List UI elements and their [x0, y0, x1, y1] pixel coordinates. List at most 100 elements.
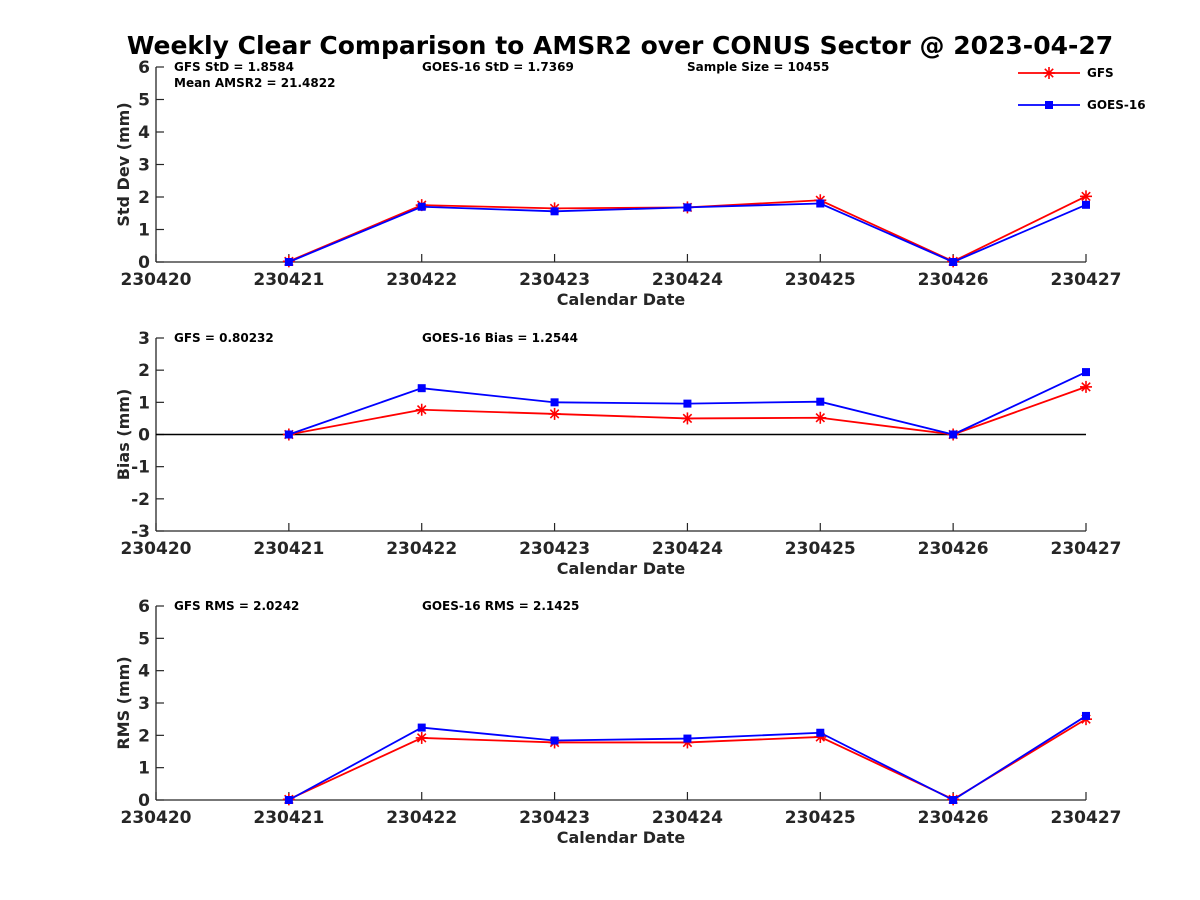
data-point: [417, 202, 426, 211]
data-point: [683, 399, 692, 408]
x-tick-label: 230424: [652, 808, 723, 828]
x-tick-label: 230422: [386, 539, 457, 559]
legend-item-goes-16: GOES-16: [1018, 98, 1146, 112]
data-point: [284, 430, 293, 439]
chart-panel-3: 0 1 2 3 4 5 6 230420 230421 230422 230423 230424 230…: [114, 597, 1121, 847]
series-line: [288, 715, 1087, 802]
data-point: [1082, 368, 1090, 377]
y-tick-label: 3: [138, 694, 150, 714]
y-tick-label: -3: [131, 522, 150, 542]
legend-label: GFS: [1087, 66, 1114, 80]
data-point: [816, 397, 825, 406]
x-tick-label: 230425: [785, 808, 856, 828]
x-tick-label: 230420: [121, 539, 192, 559]
y-tick-label: 5: [138, 629, 150, 649]
x-tick-label: 230420: [121, 270, 192, 290]
chart-panel-2: -3 -2 -1 0 1 2 3 230420 230421 230422 230423 230424…: [114, 329, 1121, 578]
data-point: [683, 203, 692, 212]
y-tick-label: 6: [138, 58, 150, 78]
series-goes-16: [284, 711, 1090, 804]
data-point: [417, 384, 426, 393]
data-point: [1082, 200, 1090, 209]
stat-annotation: GFS RMS = 2.0242: [174, 599, 299, 613]
stat-annotation: GOES-16 StD = 1.7369: [422, 60, 574, 74]
y-tick-label: -1: [131, 458, 150, 478]
legend-label: GOES-16: [1087, 98, 1146, 112]
x-tick-label: 230423: [519, 808, 590, 828]
y-tick-label: 1: [138, 759, 150, 779]
legend-marker: [1045, 101, 1053, 109]
data-point: [1082, 711, 1090, 720]
y-tick-label: 2: [138, 361, 150, 381]
data-point: [417, 723, 426, 732]
y-tick-label: 0: [138, 253, 150, 273]
series-gfs: [282, 713, 1092, 806]
y-tick-label: -2: [131, 490, 150, 510]
stat-annotation: GOES-16 RMS = 2.1425: [422, 599, 579, 613]
data-point: [681, 412, 694, 425]
y-tick-label: 4: [138, 662, 150, 682]
data-point: [814, 411, 827, 424]
y-tick-label: 3: [138, 156, 150, 176]
stat-annotation: GFS = 0.80232: [174, 331, 274, 345]
x-tick-label: 230423: [519, 270, 590, 290]
y-tick-label: 0: [138, 791, 150, 811]
x-tick-label: 230426: [918, 808, 989, 828]
y-tick-label: 4: [138, 123, 150, 143]
data-point: [683, 734, 692, 743]
x-axis-label: Calendar Date: [557, 290, 686, 309]
x-tick-label: 230427: [1051, 539, 1122, 559]
data-point: [949, 796, 958, 804]
y-tick-label: 2: [138, 188, 150, 208]
data-point: [415, 731, 428, 744]
x-tick-label: 230421: [253, 539, 324, 559]
x-tick-label: 230422: [386, 270, 457, 290]
x-axis-label: Calendar Date: [557, 559, 686, 578]
y-tick-label: 5: [138, 91, 150, 111]
y-axis-label: Std Dev (mm): [114, 102, 133, 226]
data-point: [949, 430, 958, 439]
stat-annotation: GOES-16 Bias = 1.2544: [422, 331, 578, 345]
data-point: [550, 736, 559, 745]
data-point: [550, 398, 559, 407]
legend-item-gfs: GFS: [1018, 66, 1114, 80]
data-point: [949, 258, 958, 266]
x-tick-label: 230426: [918, 539, 989, 559]
x-tick-label: 230420: [121, 808, 192, 828]
x-tick-label: 230427: [1051, 808, 1122, 828]
x-tick-label: 230426: [918, 270, 989, 290]
x-tick-label: 230421: [253, 270, 324, 290]
y-axis-label: RMS (mm): [114, 656, 133, 749]
data-point: [1080, 190, 1092, 203]
stat-annotation: GFS StD = 1.8584: [174, 60, 294, 74]
y-axis-label: Bias (mm): [114, 389, 133, 481]
series-goes-16: [284, 199, 1090, 266]
data-point: [550, 207, 559, 216]
x-tick-label: 230427: [1051, 270, 1122, 290]
stat-annotation: Sample Size = 10455: [687, 60, 829, 74]
data-point: [816, 728, 825, 737]
chart-panel-1: 0 1 2 3 4 5 6 230420 230421 230422 230423 230424 230…: [114, 58, 1121, 309]
x-tick-label: 230425: [785, 539, 856, 559]
y-tick-label: 6: [138, 597, 150, 617]
y-tick-label: 2: [138, 726, 150, 746]
x-tick-label: 230425: [785, 270, 856, 290]
y-tick-label: 1: [138, 393, 150, 413]
data-point: [284, 258, 293, 266]
series-line: [288, 718, 1087, 801]
data-point: [1080, 380, 1092, 393]
x-tick-label: 230423: [519, 539, 590, 559]
x-tick-label: 230421: [253, 808, 324, 828]
chart-title: Weekly Clear Comparison to AMSR2 over CO…: [127, 31, 1113, 60]
series-goes-16: [284, 368, 1090, 439]
data-point: [415, 403, 428, 416]
data-point: [816, 199, 825, 208]
stat-annotation: Mean AMSR2 = 21.4822: [174, 76, 335, 90]
series-gfs: [282, 380, 1092, 441]
y-tick-label: 0: [138, 426, 150, 446]
x-tick-label: 230424: [652, 270, 723, 290]
x-tick-label: 230422: [386, 808, 457, 828]
y-tick-label: 3: [138, 329, 150, 349]
